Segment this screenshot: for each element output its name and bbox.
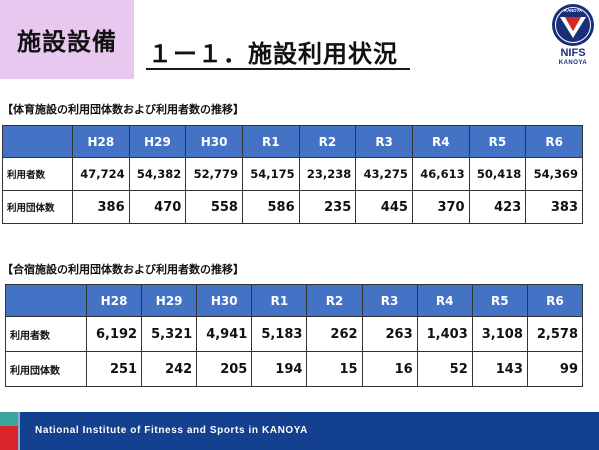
row-label: 利用者数 <box>2 157 73 191</box>
table-cell: 46,613 <box>411 157 470 191</box>
sports-facility-usage-table: H28 H29 H30 R1 R2 R3 R4 R5 R6 利用者数 47,72… <box>2 125 583 224</box>
table-cell: 52 <box>416 351 473 387</box>
table-cell: 52,779 <box>185 157 243 191</box>
table-cell: 370 <box>411 190 470 224</box>
training-camp-usage-table: H28 H29 H30 R1 R2 R3 R4 R5 R6 利用者数 6,192… <box>5 284 584 387</box>
logo-subtitle: KANOYA <box>558 60 588 66</box>
table-cell: 558 <box>185 190 243 224</box>
column-header: R3 <box>355 125 413 158</box>
column-header: R2 <box>298 125 357 158</box>
table-cell: 194 <box>251 351 308 387</box>
footer-accent-teal <box>0 412 18 426</box>
table-row: 利用者数 47,724 54,382 52,779 54,175 23,238 … <box>2 157 583 191</box>
table-cell: 4,941 <box>196 316 253 352</box>
column-header: R4 <box>411 125 470 158</box>
column-header: H28 <box>85 284 143 317</box>
slide-title: １ー１．施設利用状況 <box>148 40 398 68</box>
logo-emblem-text: KANOYA <box>564 8 582 13</box>
title-underline <box>146 68 410 70</box>
column-header: R1 <box>241 125 300 158</box>
table-header-row: H28 H29 H30 R1 R2 R3 R4 R5 R6 <box>2 125 583 158</box>
nifs-logo-icon: KANOYA <box>552 4 594 46</box>
section-tag: 施設設備 <box>0 0 134 79</box>
table-cell: 251 <box>85 351 143 387</box>
table-cell: 235 <box>298 190 357 224</box>
table-cell: 143 <box>471 351 528 387</box>
table-cell: 6,192 <box>85 316 143 352</box>
table-row: 利用団体数 386 470 558 586 235 445 370 423 38… <box>2 190 583 224</box>
column-header: H29 <box>141 284 198 317</box>
table-cell: 99 <box>526 351 584 387</box>
column-header: R5 <box>468 125 527 158</box>
column-header: H30 <box>185 125 243 158</box>
column-header: H28 <box>72 125 130 158</box>
table-cell: 263 <box>361 316 418 352</box>
table-cell: 50,418 <box>468 157 527 191</box>
table-header-row: H28 H29 H30 R1 R2 R3 R4 R5 R6 <box>5 284 584 317</box>
row-label: 利用者数 <box>5 316 87 352</box>
table2-heading: 【合宿施設の利用団体数および利用者数の推移】 <box>2 263 244 276</box>
footer-accent-line <box>18 412 20 450</box>
table-cell: 386 <box>72 190 130 224</box>
table-cell: 43,275 <box>355 157 413 191</box>
footer-accent-red <box>0 426 18 450</box>
table-cell: 47,724 <box>72 157 130 191</box>
table-cell: 15 <box>306 351 363 387</box>
table-cell: 54,382 <box>128 157 187 191</box>
table-corner-cell <box>5 284 87 317</box>
column-header: R5 <box>471 284 528 317</box>
column-header: H29 <box>128 125 187 158</box>
table-cell: 2,578 <box>526 316 584 352</box>
footer-text: National Institute of Fitness and Sports… <box>35 425 308 436</box>
table-cell: 470 <box>128 190 187 224</box>
column-header: R1 <box>251 284 308 317</box>
table-row: 利用団体数 251 242 205 194 15 16 52 143 99 <box>5 351 584 387</box>
row-label: 利用団体数 <box>2 190 73 224</box>
table-cell: 23,238 <box>298 157 357 191</box>
table-row: 利用者数 6,192 5,321 4,941 5,183 262 263 1,4… <box>5 316 584 352</box>
column-header: R6 <box>525 125 583 158</box>
table-cell: 3,108 <box>471 316 528 352</box>
column-header: R3 <box>361 284 418 317</box>
table1-heading: 【体育施設の利用団体数および利用者数の推移】 <box>2 103 244 116</box>
column-header: H30 <box>196 284 253 317</box>
logo-name: NIFS <box>560 47 586 59</box>
table-cell: 586 <box>241 190 300 224</box>
row-label: 利用団体数 <box>5 351 87 387</box>
column-header: R4 <box>416 284 473 317</box>
column-header: R2 <box>306 284 363 317</box>
table-cell: 54,369 <box>525 157 583 191</box>
table-cell: 5,321 <box>141 316 198 352</box>
table-cell: 54,175 <box>241 157 300 191</box>
table-cell: 242 <box>141 351 198 387</box>
table-cell: 5,183 <box>251 316 308 352</box>
table-cell: 205 <box>196 351 253 387</box>
table-cell: 445 <box>355 190 413 224</box>
footer-bar <box>18 412 599 450</box>
table-corner-cell <box>2 125 73 158</box>
table-cell: 423 <box>468 190 527 224</box>
table-cell: 383 <box>525 190 583 224</box>
table-cell: 16 <box>361 351 418 387</box>
table-cell: 1,403 <box>416 316 473 352</box>
table-cell: 262 <box>306 316 363 352</box>
column-header: R6 <box>526 284 584 317</box>
